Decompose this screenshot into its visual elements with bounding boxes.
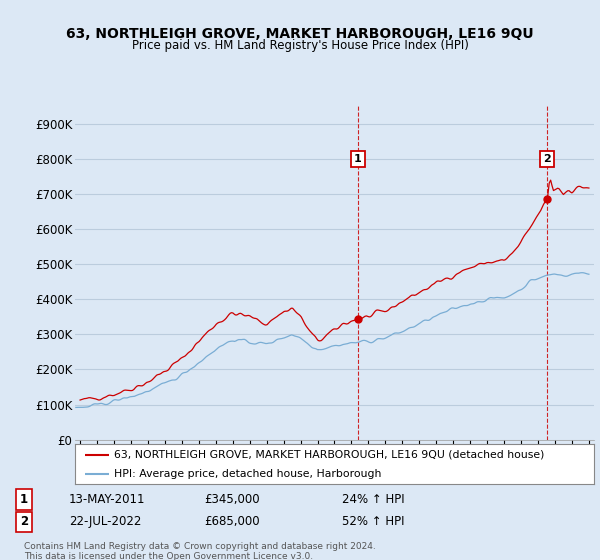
Text: 1: 1: [354, 154, 362, 164]
Text: 63, NORTHLEIGH GROVE, MARKET HARBOROUGH, LE16 9QU: 63, NORTHLEIGH GROVE, MARKET HARBOROUGH,…: [66, 27, 534, 41]
Text: Contains HM Land Registry data © Crown copyright and database right 2024.
This d: Contains HM Land Registry data © Crown c…: [24, 542, 376, 560]
Text: £345,000: £345,000: [204, 493, 260, 506]
Text: £685,000: £685,000: [204, 515, 260, 529]
Text: HPI: Average price, detached house, Harborough: HPI: Average price, detached house, Harb…: [114, 469, 382, 478]
Text: 24% ↑ HPI: 24% ↑ HPI: [342, 493, 404, 506]
Text: 52% ↑ HPI: 52% ↑ HPI: [342, 515, 404, 529]
Text: 1: 1: [20, 493, 28, 506]
Text: 2: 2: [20, 515, 28, 529]
Text: 2: 2: [544, 154, 551, 164]
Text: Price paid vs. HM Land Registry's House Price Index (HPI): Price paid vs. HM Land Registry's House …: [131, 39, 469, 53]
Text: 22-JUL-2022: 22-JUL-2022: [69, 515, 142, 529]
Text: 13-MAY-2011: 13-MAY-2011: [69, 493, 146, 506]
Text: 63, NORTHLEIGH GROVE, MARKET HARBOROUGH, LE16 9QU (detached house): 63, NORTHLEIGH GROVE, MARKET HARBOROUGH,…: [114, 450, 544, 460]
